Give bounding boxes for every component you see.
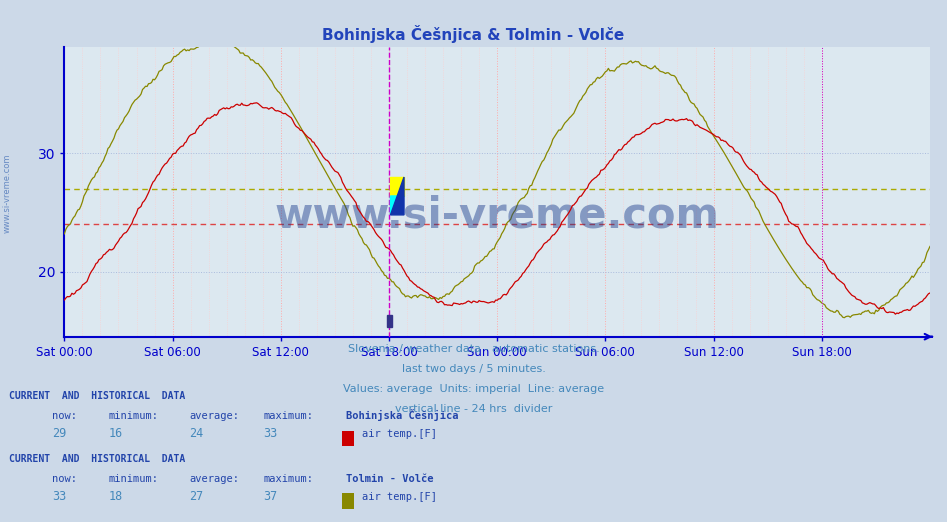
Text: now:: now: <box>52 474 77 484</box>
Text: www.si-vreme.com: www.si-vreme.com <box>3 153 12 233</box>
Text: minimum:: minimum: <box>109 474 159 484</box>
Text: average:: average: <box>189 411 240 421</box>
Text: 33: 33 <box>52 490 66 503</box>
Text: CURRENT  AND  HISTORICAL  DATA: CURRENT AND HISTORICAL DATA <box>9 454 186 464</box>
Text: Tolmin - Volče: Tolmin - Volče <box>346 474 433 484</box>
Text: air temp.[F]: air temp.[F] <box>362 492 437 502</box>
Text: www.si-vreme.com: www.si-vreme.com <box>275 194 720 236</box>
Text: 18: 18 <box>109 490 123 503</box>
Text: CURRENT  AND  HISTORICAL  DATA: CURRENT AND HISTORICAL DATA <box>9 392 186 401</box>
Text: 24: 24 <box>189 428 204 441</box>
Text: maximum:: maximum: <box>263 474 313 484</box>
Text: air temp.[F]: air temp.[F] <box>362 430 437 440</box>
Text: 27: 27 <box>189 490 204 503</box>
Text: 29: 29 <box>52 428 66 441</box>
Text: maximum:: maximum: <box>263 411 313 421</box>
Text: 37: 37 <box>263 490 277 503</box>
Text: minimum:: minimum: <box>109 411 159 421</box>
Text: 16: 16 <box>109 428 123 441</box>
Text: average:: average: <box>189 474 240 484</box>
Polygon shape <box>390 177 404 215</box>
Text: Values: average  Units: imperial  Line: average: Values: average Units: imperial Line: av… <box>343 384 604 394</box>
Bar <box>387 315 392 327</box>
Text: Bohinjska Češnjica & Tolmin - Volče: Bohinjska Češnjica & Tolmin - Volče <box>322 25 625 43</box>
Text: vertical line - 24 hrs  divider: vertical line - 24 hrs divider <box>395 404 552 414</box>
Polygon shape <box>390 196 404 215</box>
Text: Slovenia / weather data - automatic stations.: Slovenia / weather data - automatic stat… <box>348 345 599 354</box>
Bar <box>390 177 404 196</box>
Text: Bohinjska Češnjica: Bohinjska Češnjica <box>346 409 458 421</box>
Text: 33: 33 <box>263 428 277 441</box>
Text: last two days / 5 minutes.: last two days / 5 minutes. <box>402 364 545 374</box>
Text: now:: now: <box>52 411 77 421</box>
